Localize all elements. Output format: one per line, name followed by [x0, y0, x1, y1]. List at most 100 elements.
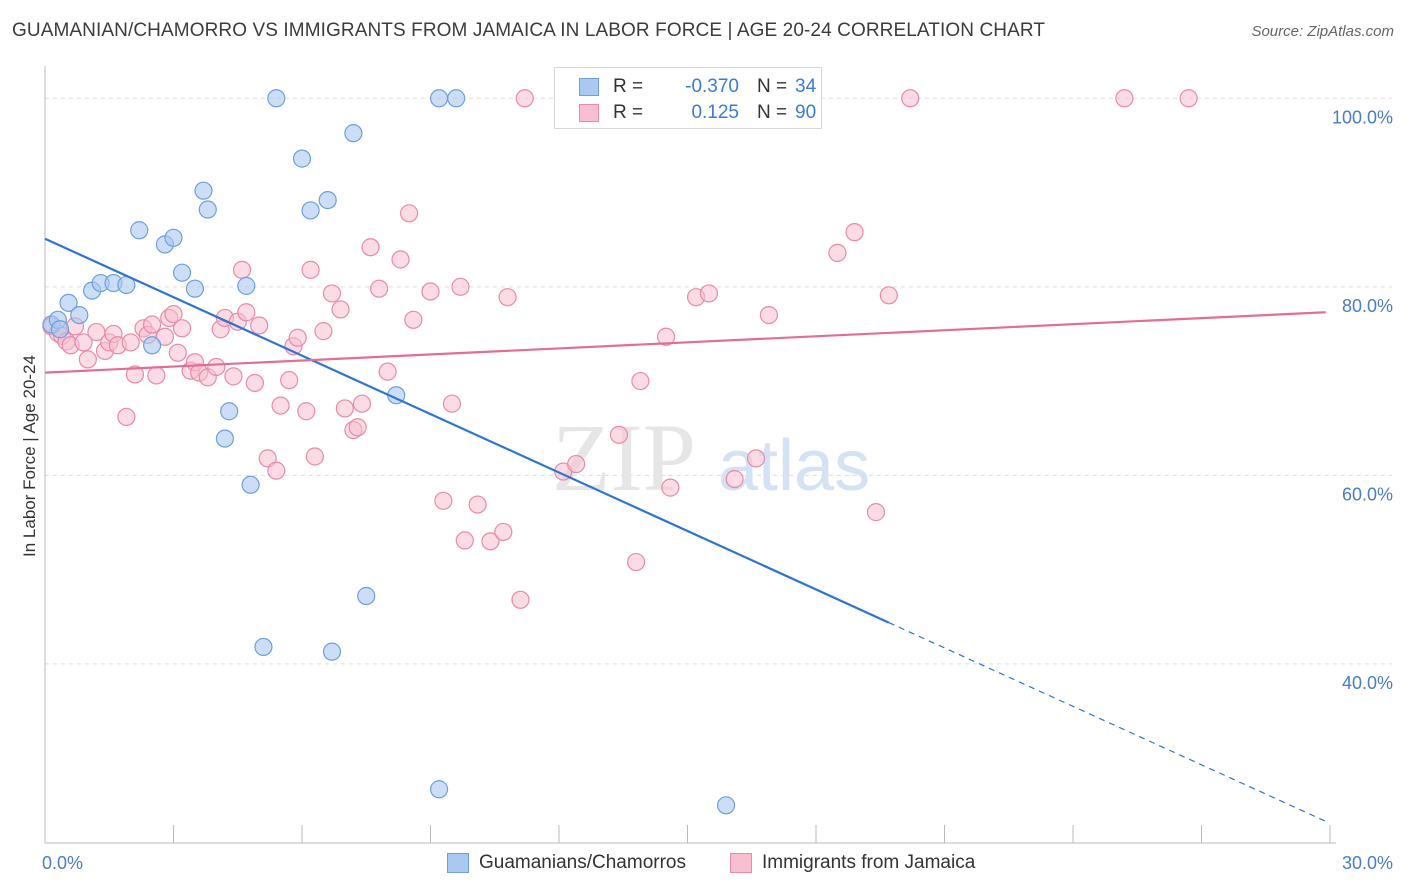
- jamaica-point: [352, 394, 372, 413]
- jamaica-point: [421, 282, 440, 301]
- guamanian-point: [241, 475, 260, 494]
- y-tick-label: 60.0%: [1342, 484, 1393, 504]
- jamaica-point: [280, 371, 299, 390]
- jamaica-point: [207, 357, 226, 377]
- jamaica-point: [305, 447, 324, 466]
- guamanian-point: [164, 228, 183, 247]
- jamaica-point: [901, 89, 920, 108]
- guamanian-points: [42, 89, 736, 815]
- jamaica-point: [297, 402, 316, 421]
- jamaica-point: [866, 503, 886, 522]
- jamaica-point: [301, 260, 320, 279]
- jamaica-point: [515, 89, 534, 108]
- jamaica-point: [74, 333, 93, 352]
- guamanian-point: [198, 200, 217, 219]
- jamaica-trend-line: [44, 311, 1326, 374]
- jamaica-points: [42, 89, 1198, 609]
- legend-swatch-pink: [579, 104, 599, 122]
- guamanian-point: [357, 586, 376, 606]
- jamaica-point: [147, 366, 166, 385]
- guamanian-point: [429, 89, 449, 108]
- jamaica-point: [335, 399, 354, 418]
- guamanian-point: [267, 89, 286, 108]
- jamaica-point: [511, 590, 530, 609]
- legend-n-label: N =: [757, 102, 788, 123]
- trend-lines: [44, 237, 1326, 822]
- jamaica-point: [172, 319, 192, 338]
- guamanian-point: [220, 402, 239, 421]
- guamanian-point: [254, 637, 273, 657]
- jamaica-point: [331, 300, 350, 319]
- legend-n-label: N =: [757, 76, 788, 97]
- axes: [44, 66, 1336, 844]
- guamanian-point: [344, 124, 363, 143]
- jamaica-point: [288, 328, 307, 347]
- jamaica-point: [314, 322, 333, 341]
- jamaica-point: [1115, 89, 1134, 108]
- bottom-legend-swatch-pink: [730, 853, 752, 873]
- guamanian-point: [318, 190, 337, 210]
- y-tick-label: 100.0%: [1332, 107, 1393, 127]
- jamaica-point: [879, 286, 898, 305]
- guamanian-point: [322, 642, 342, 661]
- jamaica-point: [224, 367, 243, 386]
- jamaica-point: [845, 223, 864, 242]
- guamanian-trend-extension: [888, 622, 1326, 822]
- jamaica-point: [451, 277, 470, 296]
- guamanian-point: [172, 263, 192, 282]
- legend-r-label: R =: [613, 76, 644, 97]
- jamaica-point: [399, 204, 419, 223]
- jamaica-point: [267, 461, 286, 480]
- jamaica-point: [361, 238, 380, 257]
- guamanian-point: [142, 336, 162, 355]
- jamaica-point: [498, 288, 517, 307]
- jamaica-point: [759, 305, 778, 325]
- jamaica-point: [168, 343, 187, 362]
- guamanian-point: [429, 780, 449, 799]
- guamanian-point: [237, 276, 256, 295]
- source-label: Source: ZipAtlas.com: [1251, 23, 1394, 40]
- jamaica-point: [434, 491, 453, 510]
- jamaica-point: [117, 407, 136, 427]
- guamanian-point: [716, 796, 736, 815]
- jamaica-point: [404, 310, 423, 329]
- jamaica-point: [631, 371, 650, 391]
- x-tick-label-max: 30.0%: [1342, 853, 1393, 873]
- legend-n-value: 34: [795, 76, 817, 97]
- legend-swatch-blue: [579, 78, 599, 96]
- jamaica-point: [626, 552, 646, 572]
- jamaica-point: [1179, 89, 1198, 108]
- jamaica-point: [609, 425, 629, 444]
- legend-r-value: -0.370: [685, 76, 739, 97]
- jamaica-point: [746, 449, 766, 468]
- guamanian-point: [447, 89, 466, 108]
- jamaica-point: [378, 362, 397, 381]
- jamaica-point: [442, 394, 462, 413]
- legend-n-value: 90: [795, 102, 817, 123]
- y-tick-label: 40.0%: [1342, 673, 1393, 693]
- jamaica-point: [468, 495, 487, 514]
- y-tick-labels: 40.0% 60.0% 80.0% 100.0%: [1332, 107, 1393, 693]
- jamaica-point: [494, 522, 513, 542]
- bottom-legend-label: Guamanians/Chamorros: [479, 852, 686, 873]
- guamanian-point: [301, 201, 320, 220]
- jamaica-point: [699, 284, 719, 303]
- jamaica-point: [725, 470, 744, 489]
- jamaica-point: [481, 532, 500, 551]
- jamaica-point: [164, 305, 183, 324]
- guamanian-point: [215, 429, 234, 448]
- jamaica-point: [245, 373, 264, 393]
- jamaica-point: [271, 396, 290, 415]
- jamaica-point: [348, 418, 367, 437]
- jamaica-point: [567, 454, 586, 474]
- y-tick-label: 80.0%: [1342, 296, 1393, 316]
- jamaica-point: [656, 327, 676, 346]
- jamaica-point: [661, 478, 680, 497]
- guamanian-point: [59, 293, 78, 312]
- y-axis-label: In Labor Force | Age 20-24: [20, 355, 39, 557]
- jamaica-point: [121, 333, 140, 352]
- jamaica-point: [232, 260, 252, 279]
- guamanian-point: [292, 149, 312, 168]
- correlation-legend: R = -0.370 N = 34 R = 0.125 N = 90: [554, 67, 822, 129]
